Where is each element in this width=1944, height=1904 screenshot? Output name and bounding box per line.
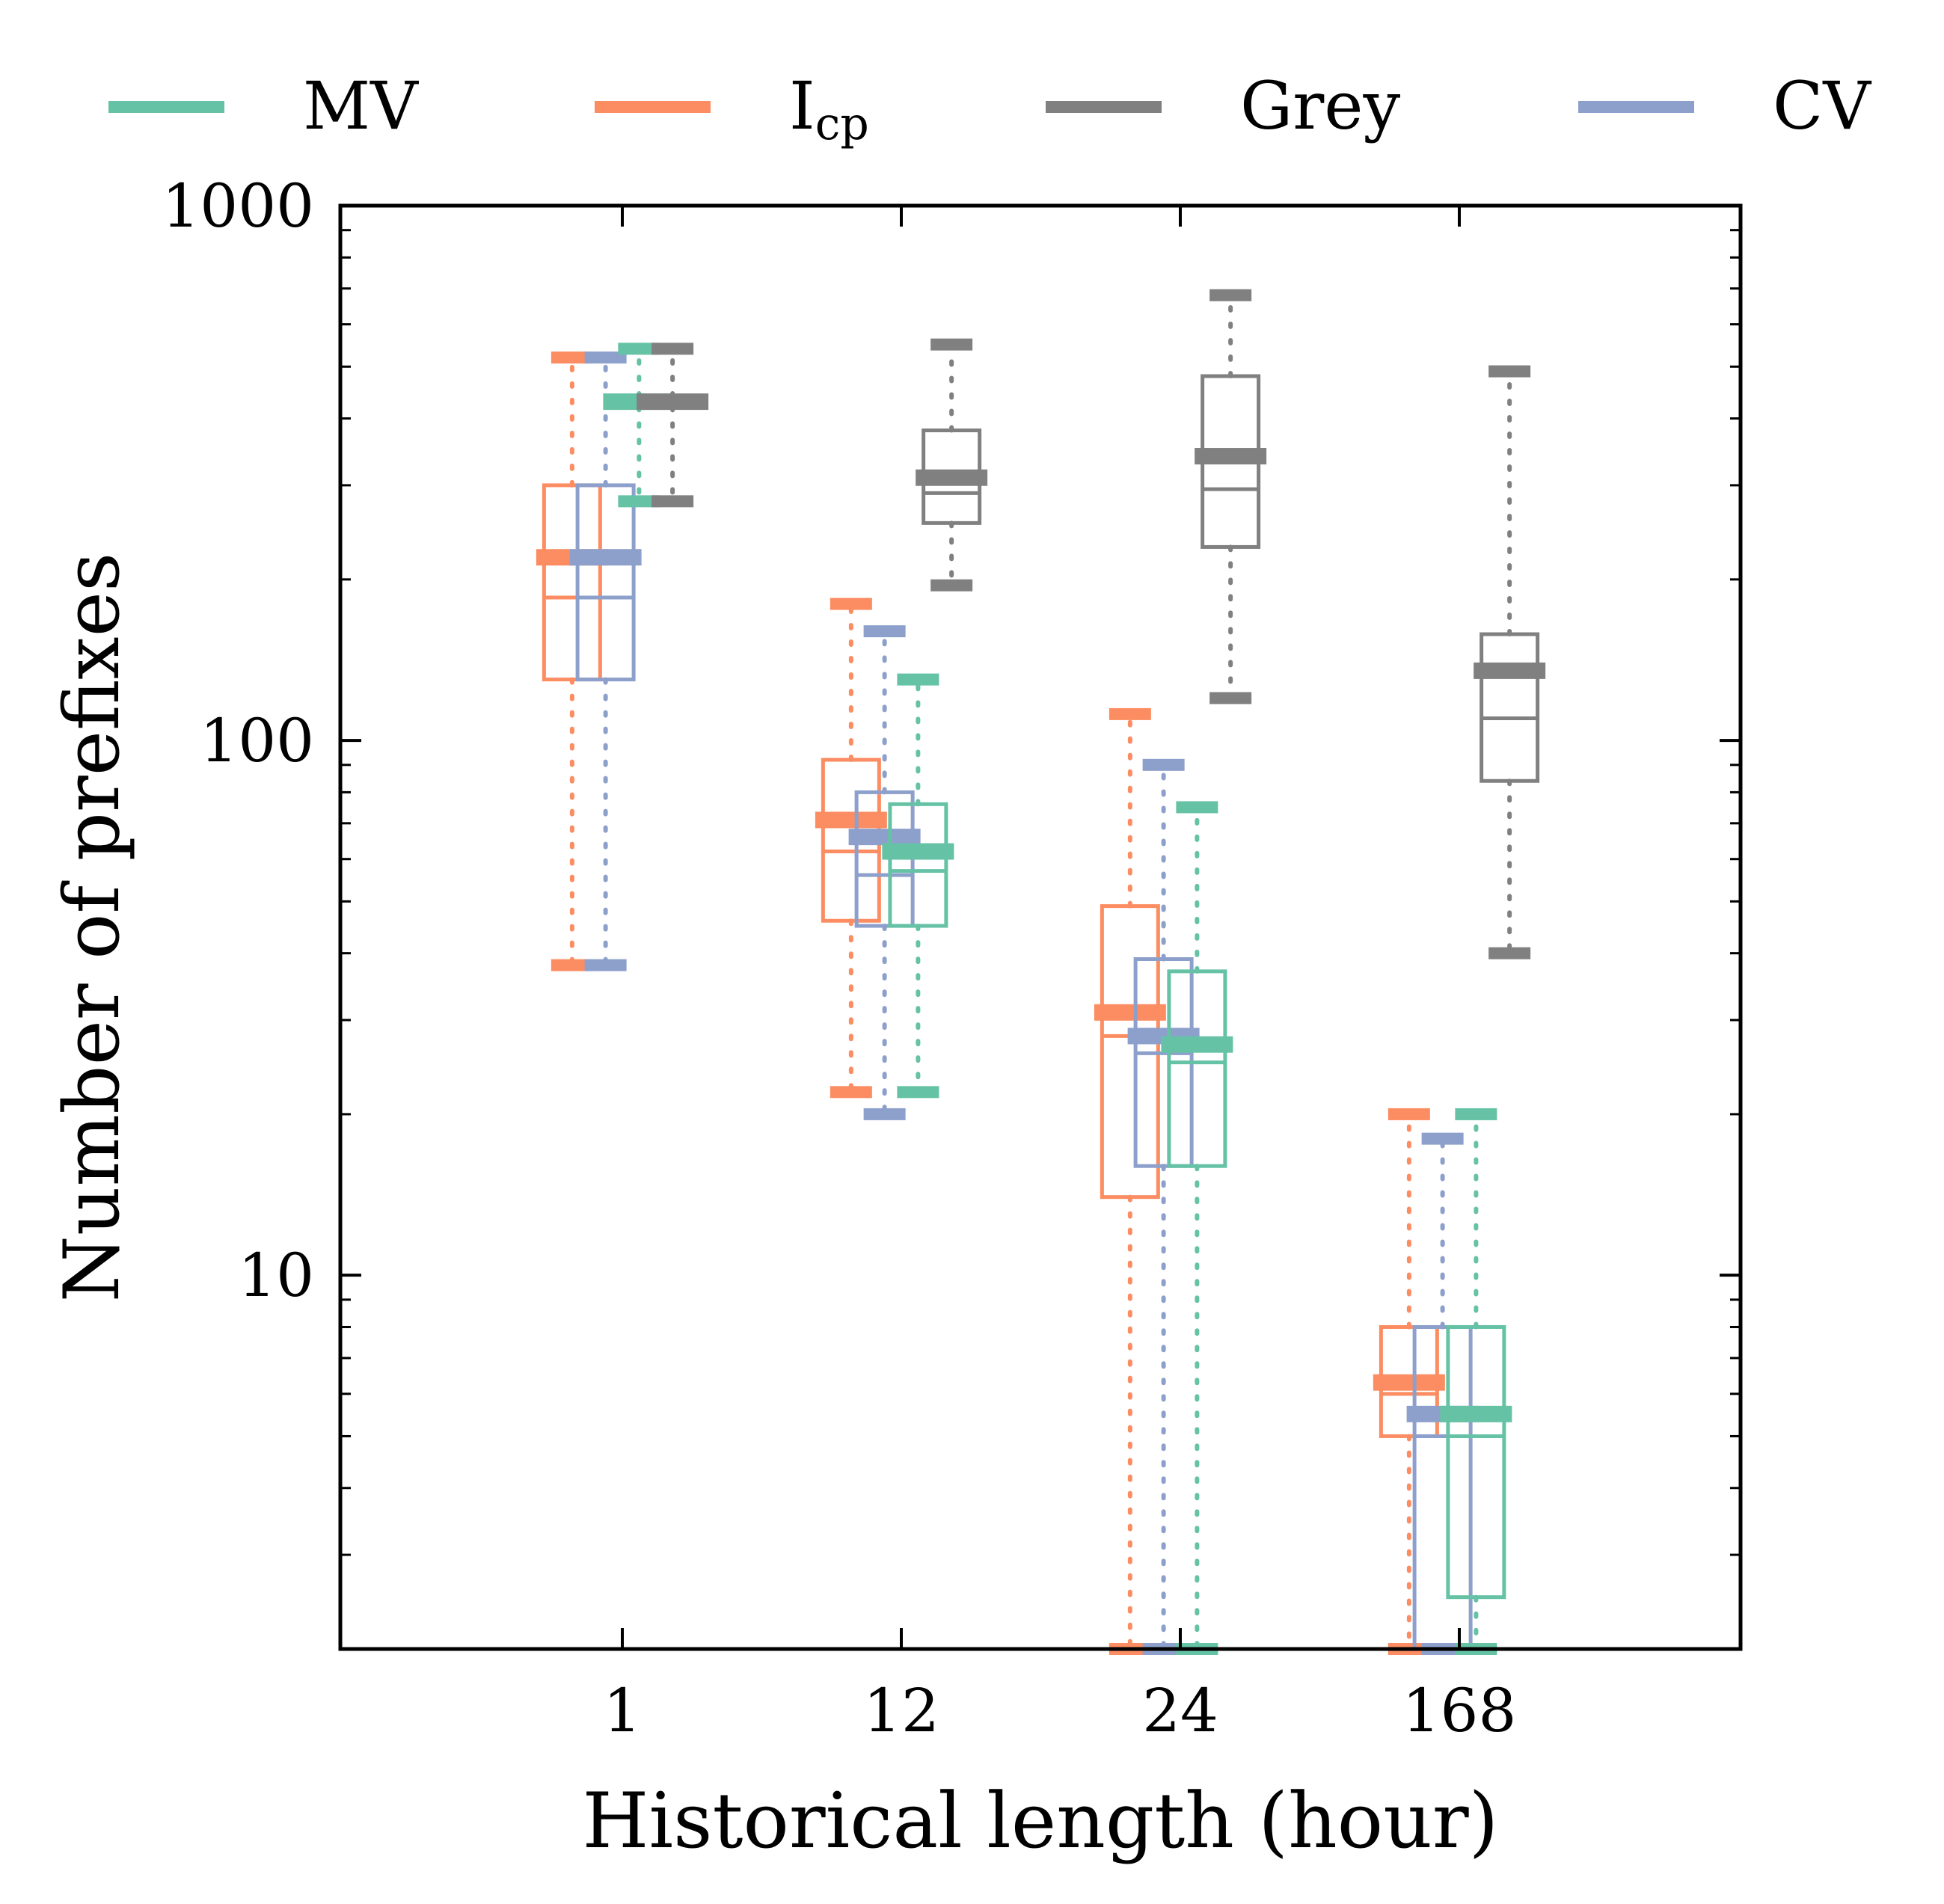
box-icp-24 [1094, 707, 1166, 1655]
mean-marker [882, 843, 954, 860]
cap-upper [1176, 801, 1218, 814]
legend-entry-2: Grey [1046, 67, 1400, 144]
box-mv-168 [1440, 1108, 1512, 1655]
cap-upper [930, 338, 973, 351]
y-tick-label: 1000 [162, 171, 314, 241]
axis-ticks: 10 100 1000 1 12 24 168 [162, 171, 1741, 1745]
box-icp-12 [815, 598, 887, 1099]
legend-label: Grey [1240, 67, 1400, 144]
mean-marker [1161, 1036, 1233, 1053]
legend-entry-0: MV [108, 67, 419, 144]
cap-upper [1455, 1108, 1497, 1120]
cap-lower [1209, 692, 1252, 704]
box-iqr [542, 483, 602, 682]
x-tick-label: 24 [1142, 1676, 1218, 1745]
cap-lower [584, 959, 627, 971]
box-iqr [1480, 632, 1540, 783]
mean-marker [1474, 662, 1546, 679]
cap-upper [1488, 365, 1531, 378]
cap-upper [1109, 707, 1151, 720]
legend-label: MV [303, 67, 419, 144]
cap-upper [584, 351, 627, 364]
box-iqr [888, 802, 948, 928]
box-cv-12 [848, 625, 921, 1120]
cap-upper [1388, 1108, 1430, 1120]
cap-upper [551, 351, 593, 364]
cap-upper [651, 343, 694, 355]
box-iqr [1446, 1324, 1506, 1600]
cap-upper [830, 598, 872, 610]
cap-upper [863, 625, 906, 638]
box-iqr [575, 483, 636, 682]
y-axis-label: Number of prefixes [48, 553, 137, 1303]
cap-lower [618, 495, 660, 508]
legend-label: CV [1773, 67, 1871, 144]
y-tick-label: 10 [238, 1241, 314, 1310]
box-grey-12 [916, 338, 988, 592]
box-iqr [1167, 969, 1227, 1168]
x-tick-label: 1 [604, 1676, 642, 1745]
mean-marker [848, 829, 921, 846]
mean-marker [815, 811, 887, 829]
cap-lower [863, 1108, 906, 1120]
plot-area [536, 289, 1546, 1655]
x-tick-label: 12 [863, 1676, 939, 1745]
cap-lower [1488, 947, 1531, 959]
cap-lower [830, 1086, 872, 1099]
legend: MV Icp Grey CV [108, 67, 1871, 150]
cap-upper [897, 673, 939, 686]
box-cv-1 [569, 351, 642, 971]
mean-marker [1373, 1374, 1445, 1391]
legend-entry-3: CV [1578, 67, 1871, 144]
x-axis-label: Historical length (hour) [583, 1777, 1499, 1866]
mean-marker [1094, 1004, 1166, 1021]
box-icp-168 [1373, 1108, 1445, 1655]
legend-label: Icp [789, 67, 869, 150]
cap-upper [1142, 758, 1185, 771]
legend-entry-1: Icp [595, 67, 869, 150]
box-cv-24 [1127, 758, 1200, 1655]
mean-marker [569, 549, 642, 566]
box-grey-168 [1474, 365, 1546, 959]
box-mv-12 [882, 673, 954, 1099]
box-icp-1 [536, 351, 608, 971]
mean-marker [1195, 448, 1267, 465]
cap-lower [897, 1086, 939, 1099]
cap-upper [618, 343, 660, 355]
cap-upper [1421, 1132, 1464, 1145]
cap-lower [651, 495, 694, 508]
box-mv-1 [603, 343, 675, 508]
mean-marker [1440, 1405, 1512, 1422]
mean-marker [637, 393, 709, 411]
box-mv-24 [1161, 801, 1233, 1655]
box-grey-24 [1195, 289, 1267, 704]
x-tick-label: 168 [1402, 1676, 1517, 1745]
mean-marker [916, 469, 988, 486]
box-grey-1 [637, 343, 709, 508]
axes-frame [338, 203, 1743, 1651]
y-tick-label: 100 [200, 706, 314, 776]
cap-lower [551, 959, 593, 971]
cap-upper [1209, 289, 1252, 301]
cap-lower [930, 579, 973, 592]
